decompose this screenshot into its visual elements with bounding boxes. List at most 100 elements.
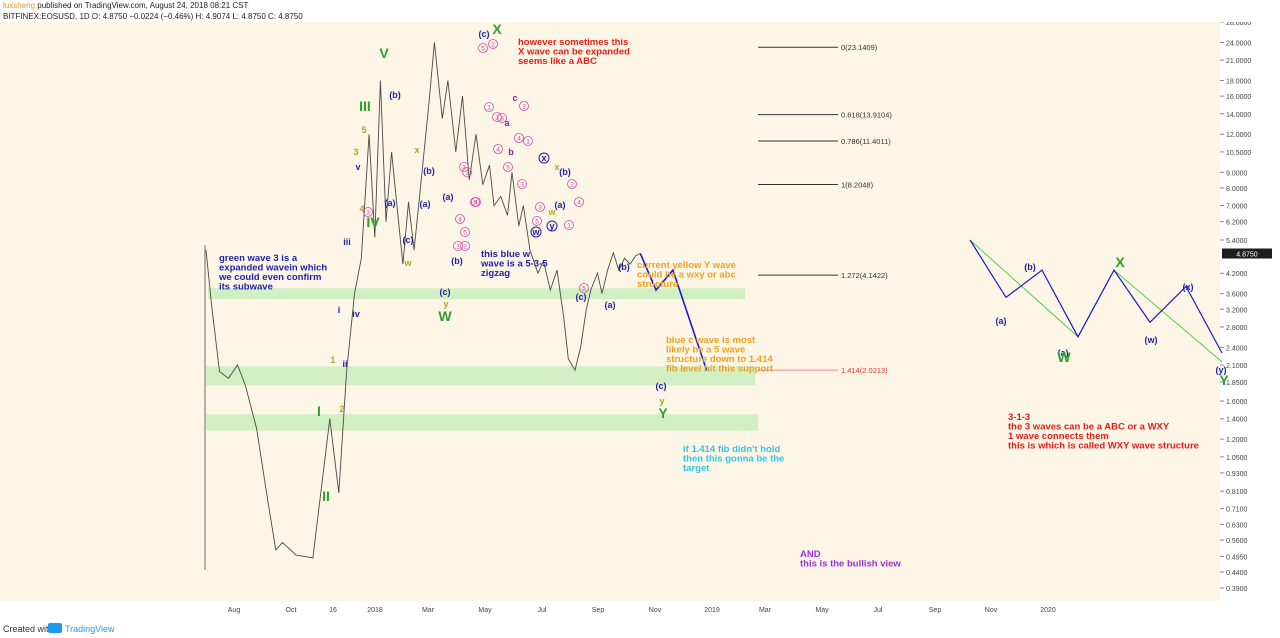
price-series-line bbox=[205, 42, 641, 559]
price-tick-label: 7.0000 bbox=[1226, 204, 1248, 211]
annotation-line: zigzag bbox=[481, 268, 510, 279]
fib-level-label: 0(23.1409) bbox=[841, 43, 878, 52]
subwave-number: 5 bbox=[473, 200, 477, 207]
author-link[interactable]: luxsheng bbox=[3, 1, 36, 10]
price-tick-label: 0.5600 bbox=[1226, 538, 1248, 545]
annotation-line: blue c wave is most bbox=[666, 335, 756, 346]
wave-label: 1 bbox=[330, 355, 335, 365]
projection-line bbox=[639, 253, 708, 371]
fib-level-label: 0.618(13.9104) bbox=[841, 111, 892, 120]
tradingview-link[interactable]: TradingView bbox=[65, 624, 115, 634]
annotation-line: we could even confirm bbox=[218, 272, 321, 283]
support-zone-band bbox=[206, 366, 755, 386]
annotation-line: expanded wavein which bbox=[219, 263, 327, 274]
price-tick-label: 14.0000 bbox=[1226, 112, 1251, 119]
price-axis: 28.0000 24.0000 21.0000 18.0000 16.0000 14.00… bbox=[1220, 20, 1272, 593]
wave-label: (a) bbox=[605, 300, 616, 310]
last-price-label: 4.8750 bbox=[1236, 252, 1258, 259]
annotation-line: current yellow Y wave bbox=[637, 260, 736, 271]
fib-level-label: 1.414(2.0213) bbox=[841, 366, 888, 375]
wave-label: (c) bbox=[440, 287, 451, 297]
price-tick-label: 0.3900 bbox=[1226, 586, 1248, 593]
wave-label: (a) bbox=[1058, 348, 1069, 358]
price-series bbox=[204, 42, 641, 570]
subwave-number: 1 bbox=[456, 244, 460, 251]
left-margin bbox=[0, 22, 204, 601]
subwave-number-circle bbox=[503, 162, 513, 172]
wave-label: X bbox=[492, 21, 502, 37]
subwave-number: 2 bbox=[522, 104, 526, 111]
wave-label: a bbox=[504, 118, 510, 128]
annotation-line: however sometimes this bbox=[518, 37, 628, 48]
annotation-line: structure bbox=[637, 279, 678, 290]
subwave-number: 1 bbox=[567, 223, 571, 230]
price-tick-label: 4.2000 bbox=[1226, 271, 1248, 278]
subwave-number: 3 bbox=[500, 116, 504, 123]
price-tick-label: 24.0000 bbox=[1226, 40, 1251, 47]
time-tick-label: 2020 bbox=[1040, 607, 1056, 614]
subwave-number-circle bbox=[363, 207, 373, 217]
subwave-number-circle bbox=[484, 102, 494, 112]
subwave-number-circle bbox=[497, 113, 507, 123]
subwave-number: 2 bbox=[463, 244, 467, 251]
wave-label: (a) bbox=[996, 316, 1007, 326]
price-tick-label: 0.4400 bbox=[1226, 570, 1248, 577]
created-with-label: Created with bbox=[3, 624, 54, 634]
fib-levels: 0(23.1409) 0.618(13.9104) 0.786(11.4011) 1(… bbox=[758, 43, 892, 375]
wave-label: ii bbox=[342, 359, 347, 369]
price-tick-label: 2.1000 bbox=[1226, 363, 1248, 370]
subwave-number: 3 bbox=[520, 182, 524, 189]
schematic-blue-line bbox=[969, 239, 1223, 354]
price-tick-label: 3.6000 bbox=[1226, 292, 1248, 299]
annotation-line: X wave can be expanded bbox=[518, 47, 630, 58]
annotation-line: likely be a 5 wave bbox=[666, 345, 745, 356]
wxy-schematic bbox=[969, 239, 1223, 363]
wave-label-circle bbox=[530, 226, 542, 238]
wave-label: x bbox=[554, 162, 559, 172]
tradingview-logo-icon bbox=[48, 623, 62, 633]
time-tick-label: 2018 bbox=[367, 607, 383, 614]
time-axis: Aug Oct 16 2018 Mar May Jul Sep Nov 2019 Mar May Jul… bbox=[228, 607, 1056, 614]
wave-label: (a) bbox=[443, 192, 454, 202]
chart-footer: Created with TradingView bbox=[0, 619, 1280, 638]
last-price-badge bbox=[1222, 248, 1272, 259]
price-tick-label: 10.5000 bbox=[1226, 150, 1251, 157]
wave-label: 2 bbox=[339, 404, 344, 414]
support-zone-band bbox=[206, 414, 758, 431]
subwave-number: 1 bbox=[487, 105, 491, 112]
fib-level-label: 1.272(4.1422) bbox=[841, 271, 888, 280]
annotation-line: its subwave bbox=[219, 282, 273, 293]
price-axis-background bbox=[1220, 22, 1280, 601]
subwave-number-circle bbox=[453, 241, 463, 251]
annotation-line: structure down to 1.414 bbox=[666, 354, 773, 365]
wave-label: (w) bbox=[1145, 335, 1158, 345]
subwave-number-circle bbox=[567, 179, 577, 189]
price-tick-label: 21.0000 bbox=[1226, 58, 1251, 65]
price-tick-label: 6.2000 bbox=[1226, 220, 1248, 227]
annotation-line: AND bbox=[800, 549, 821, 560]
price-tick-label: 0.4950 bbox=[1226, 554, 1248, 561]
annotation-line: this is the bullish view bbox=[800, 559, 901, 570]
wave-label: (a) bbox=[385, 198, 396, 208]
wave-label: II bbox=[322, 488, 330, 504]
subwave-number-circle bbox=[460, 241, 470, 251]
price-tick-label: 3.2000 bbox=[1226, 307, 1248, 314]
wave-label: y bbox=[443, 299, 448, 309]
annotation-line: the 3 waves can be a ABC or a WXY bbox=[1008, 422, 1170, 433]
annotation-line: green wave 3 is a bbox=[219, 253, 298, 264]
wave-label: 4 bbox=[359, 204, 364, 214]
annotation-line: fib level hit this support bbox=[666, 364, 774, 375]
subwave-number-circle bbox=[462, 167, 472, 177]
publish-line: luxsheng published on TradingView.com, A… bbox=[3, 1, 248, 10]
subwave-number: 2 bbox=[570, 182, 574, 189]
subwave-number: 1 bbox=[526, 139, 530, 146]
subwave-number-circle bbox=[519, 101, 529, 111]
annotation-line: seems like a ABC bbox=[518, 56, 597, 67]
wave-label: i bbox=[338, 305, 341, 315]
